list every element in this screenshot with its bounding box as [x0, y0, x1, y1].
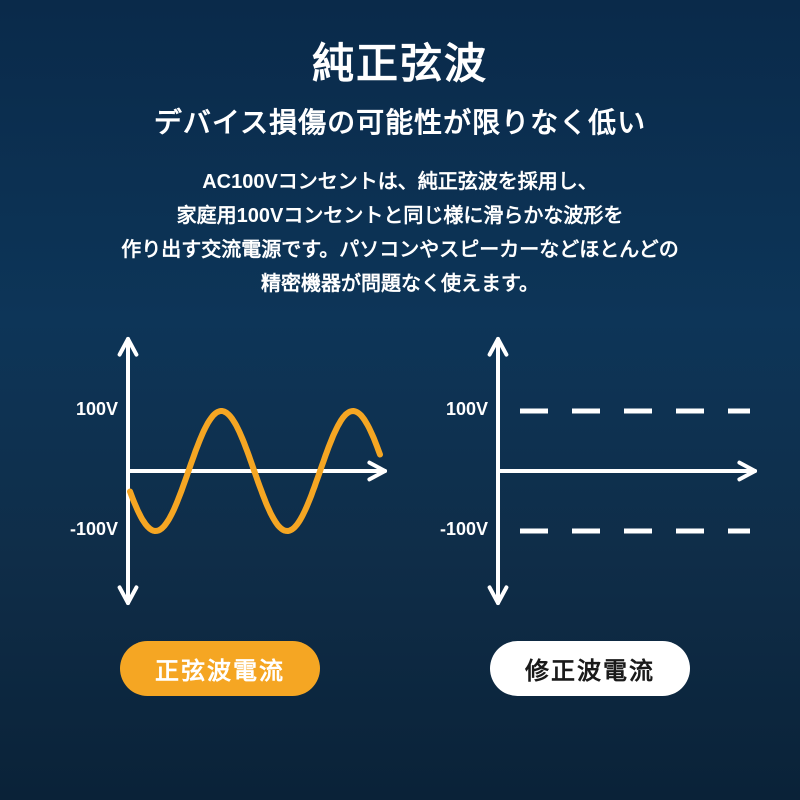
modified-wave-badge: 修正波電流	[490, 641, 690, 696]
axis-label-neg-right: -100V	[420, 519, 488, 540]
axis-label-pos-left: 100V	[50, 399, 118, 420]
sine-wave-chart: 100V -100V	[50, 331, 390, 611]
main-title: 純正弦波	[40, 30, 760, 91]
subtitle: デバイス損傷の可能性が限りなく低い	[40, 101, 760, 141]
axis-label-pos-right: 100V	[420, 399, 488, 420]
charts-row: 100V -100V 正弦波電流 100V -100V 修正波電流	[40, 331, 760, 696]
modified-wave-chart: 100V -100V	[420, 331, 760, 611]
sine-wave-svg	[50, 331, 390, 611]
axis-label-neg-left: -100V	[50, 519, 118, 540]
sine-wave-panel: 100V -100V 正弦波電流	[50, 331, 390, 696]
modified-wave-panel: 100V -100V 修正波電流	[420, 331, 760, 696]
description: AC100Vコンセントは、純正弦波を採用し、家庭用100Vコンセントと同じ様に滑…	[40, 165, 760, 301]
sine-wave-badge: 正弦波電流	[120, 641, 320, 696]
modified-wave-svg	[420, 331, 760, 611]
